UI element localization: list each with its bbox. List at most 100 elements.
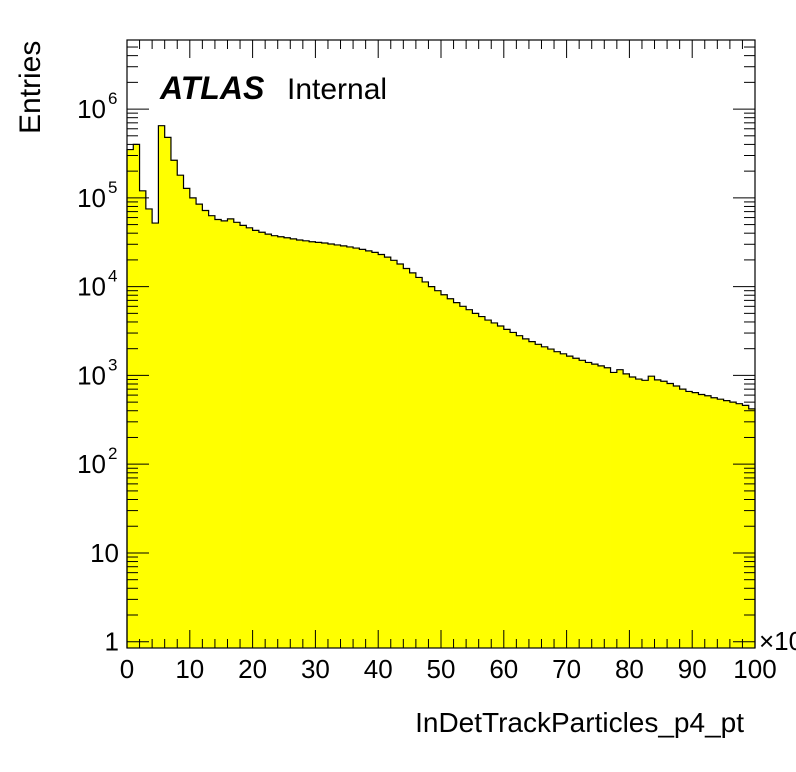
histogram-bar [472, 313, 480, 648]
histogram-bar [598, 365, 605, 648]
histogram-bar [127, 149, 134, 649]
histogram-bar [447, 298, 454, 648]
histogram-bar [685, 391, 693, 648]
histogram-bar [554, 351, 561, 648]
histogram-bar [673, 385, 681, 648]
histogram-bar [384, 257, 392, 648]
y-tick-base: 10 [77, 272, 106, 302]
histogram-bar [277, 236, 285, 648]
histogram-bar [202, 210, 210, 649]
histogram-bar [177, 175, 184, 648]
histogram-bar [152, 223, 159, 649]
histogram-bar [491, 322, 498, 648]
histogram-bar [711, 397, 718, 648]
histogram-bar [422, 281, 429, 648]
histogram-bar [158, 125, 166, 649]
histogram-bar [334, 244, 341, 648]
histogram-bar [258, 232, 266, 648]
y-tick-base: 10 [90, 538, 119, 568]
y-tick-exponent: 6 [108, 89, 117, 108]
histogram-bar [265, 234, 272, 648]
histogram-bar [503, 329, 511, 648]
histogram-bar [145, 208, 153, 648]
histogram-bar [541, 346, 549, 648]
histogram-bar [679, 389, 687, 648]
histogram-bar [353, 248, 360, 648]
histogram-bar [214, 219, 222, 649]
histogram-bar [660, 381, 668, 648]
histogram-bar [327, 244, 335, 648]
histogram-bar [378, 254, 385, 648]
histogram-bar [284, 237, 291, 648]
histogram-bar [572, 358, 580, 648]
histogram-bar [535, 344, 542, 648]
histogram-bar [346, 246, 354, 648]
y-tick-base: 10 [77, 360, 106, 390]
histogram-bars [127, 125, 756, 649]
y-tick-exponent: 4 [108, 267, 117, 286]
y-tick-base: 1 [105, 627, 119, 657]
histogram-bar [359, 249, 367, 649]
y-tick-label: 10 4 [77, 267, 117, 302]
histogram-bar [748, 408, 756, 648]
histogram-bar [240, 225, 247, 648]
histogram-bar [610, 372, 618, 648]
histogram-bar [648, 376, 655, 648]
y-tick-exponent: 5 [108, 178, 117, 197]
histogram-bar [403, 268, 410, 648]
histogram-bar [397, 263, 404, 648]
histogram-bar [717, 399, 724, 648]
x-tick-label: 20 [238, 654, 267, 684]
histogram-bar [692, 392, 699, 648]
y-tick-label: 10 5 [77, 178, 117, 213]
histogram-bar [290, 238, 297, 648]
histogram-bar [296, 240, 304, 649]
histogram-bar [566, 356, 574, 648]
x-tick-label: 60 [489, 654, 518, 684]
histogram-bar [604, 367, 611, 648]
y-tick-label: 10 [90, 538, 119, 568]
histogram-bar [434, 290, 442, 648]
histogram-bar [704, 395, 712, 648]
histogram-bar [528, 341, 536, 648]
histogram-bar [641, 380, 649, 648]
x-tick-label: 100 [733, 654, 776, 684]
histogram-bar [453, 302, 461, 648]
histogram-bar [227, 218, 235, 649]
histogram-bar [252, 230, 260, 649]
y-tick-base: 10 [77, 183, 106, 213]
x-tick-label: 10 [175, 654, 204, 684]
histogram-bar [441, 294, 448, 648]
histogram-bar [208, 215, 216, 648]
histogram-outline [126, 125, 756, 648]
histogram-bar [189, 197, 197, 648]
axis-ticks [126, 39, 756, 648]
y-axis-label: Entries [14, 41, 47, 134]
histogram-bar [183, 188, 191, 648]
y-tick-label: 10 2 [77, 444, 117, 479]
histogram-bar [428, 286, 436, 648]
histogram-bar [139, 190, 147, 648]
histogram-bar [484, 320, 492, 648]
y-tick-label: 1 [105, 627, 119, 657]
x-tick-label: 0 [120, 654, 134, 684]
histogram-bar [516, 335, 524, 648]
histogram-bar [667, 383, 674, 648]
histogram-bar [459, 306, 467, 648]
histogram-bar [409, 272, 417, 648]
histogram-bar [340, 245, 348, 648]
y-tick-label: 10 6 [77, 89, 117, 124]
x-scale-label: ×10 [759, 626, 796, 656]
y-tick-exponent: 3 [108, 355, 117, 374]
histogram-bar [547, 349, 555, 648]
histogram-bar [365, 250, 373, 648]
y-tick-base: 10 [77, 94, 106, 124]
histogram-bar [246, 227, 253, 648]
histogram-bar [164, 137, 172, 649]
histogram-bar [729, 402, 737, 648]
histogram-bar [623, 373, 630, 648]
atlas-label: ATLAS [159, 70, 265, 106]
histogram-bar [497, 326, 505, 648]
histogram-bar [302, 240, 310, 648]
histogram-bar [591, 364, 599, 648]
